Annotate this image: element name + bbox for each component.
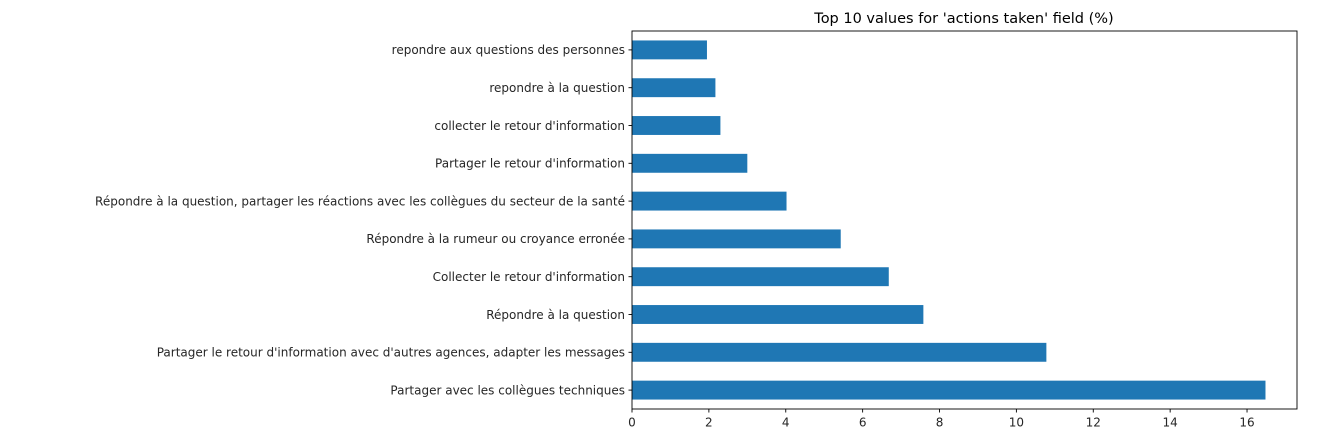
bar <box>632 40 707 60</box>
bar <box>632 342 1047 362</box>
chart-title: Top 10 values for 'actions taken' field … <box>813 11 1113 27</box>
category-label: Répondre à la question <box>486 308 625 322</box>
bar <box>632 267 889 287</box>
bar <box>632 153 748 173</box>
category-label: repondre à la question <box>489 81 625 95</box>
bars-group <box>632 40 1266 400</box>
bar <box>632 380 1266 400</box>
category-label: Répondre à la question, partager les réa… <box>95 194 625 208</box>
x-tick-label: 14 <box>1163 416 1178 430</box>
category-label: collecter le retour d'information <box>434 119 625 133</box>
bar <box>632 78 716 98</box>
x-tick-label: 16 <box>1239 416 1254 430</box>
x-tick-label: 0 <box>628 416 636 430</box>
x-tick-label: 10 <box>1009 416 1024 430</box>
plot-frame <box>631 30 1298 410</box>
x-tick-label: 12 <box>1086 416 1101 430</box>
category-label: repondre aux questions des personnes <box>392 43 625 57</box>
bar <box>632 116 721 135</box>
category-label: Partager le retour d'information avec d'… <box>157 346 625 360</box>
category-label: Partager avec les collègues techniques <box>390 383 625 397</box>
category-label: Répondre à la rumeur ou croyance erronée <box>366 232 625 246</box>
x-tick-label: 2 <box>705 416 713 430</box>
bar <box>632 191 787 211</box>
bar <box>632 229 841 249</box>
category-label: Partager le retour d'information <box>435 157 625 171</box>
x-tick-label: 8 <box>936 416 944 430</box>
category-labels: repondre aux questions des personnes repo… <box>95 43 632 397</box>
x-axis-ticks: 0 2 4 6 8 10 12 14 16 <box>628 409 1255 430</box>
x-tick-label: 4 <box>782 416 790 430</box>
category-label: Collecter le retour d'information <box>433 270 625 284</box>
x-tick-label: 6 <box>859 416 867 430</box>
axes-frame <box>631 30 1298 410</box>
bar <box>632 305 924 324</box>
